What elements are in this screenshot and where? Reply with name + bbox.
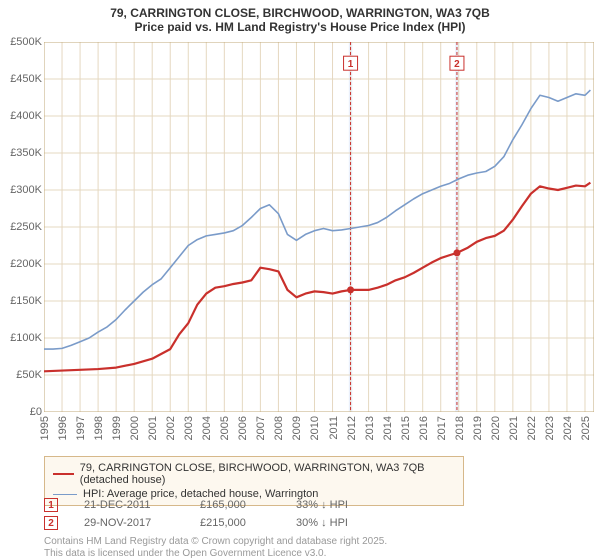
x-axis-label: 2014	[382, 416, 394, 440]
x-axis-label: 1996	[57, 416, 69, 440]
x-axis-label: 2004	[201, 416, 213, 440]
x-axis-label: 2012	[346, 416, 358, 440]
x-axis-label: 2002	[165, 416, 177, 440]
y-axis-label: £450K	[2, 73, 42, 85]
title-block: 79, CARRINGTON CLOSE, BIRCHWOOD, WARRING…	[0, 0, 600, 38]
x-axis-label: 2018	[454, 416, 466, 440]
chart-container: 79, CARRINGTON CLOSE, BIRCHWOOD, WARRING…	[0, 0, 600, 560]
sale-hpi-diff: 30% ↓ HPI	[296, 517, 386, 529]
y-axis-label: £50K	[2, 369, 42, 381]
x-axis-label: 2009	[291, 416, 303, 440]
x-axis-label: 1997	[75, 416, 87, 440]
y-axis-label: £500K	[2, 36, 42, 48]
x-axis-label: 2011	[328, 416, 340, 440]
svg-text:1: 1	[348, 59, 354, 70]
y-axis-label: £0	[2, 406, 42, 418]
x-axis-label: 1998	[93, 416, 105, 440]
x-axis-label: 2023	[544, 416, 556, 440]
y-axis-label: £400K	[2, 110, 42, 122]
sale-hpi-diff: 33% ↓ HPI	[296, 499, 386, 511]
chart-area: 12 £0£50K£100K£150K£200K£250K£300K£350K£…	[44, 42, 594, 412]
sale-marker-box: 1	[44, 498, 58, 512]
x-axis-label: 2008	[273, 416, 285, 440]
legend-swatch	[53, 494, 77, 495]
x-axis-label: 2021	[508, 416, 520, 440]
line-chart: 12	[44, 42, 594, 412]
sale-marker-box: 2	[44, 516, 58, 530]
x-axis-label: 2016	[418, 416, 430, 440]
x-axis-label: 2017	[436, 416, 448, 440]
attribution-line-2: This data is licensed under the Open Gov…	[44, 548, 387, 560]
svg-text:2: 2	[454, 59, 460, 70]
sale-date: 29-NOV-2017	[84, 517, 174, 529]
x-axis-label: 2015	[400, 416, 412, 440]
x-axis-label: 2000	[129, 416, 141, 440]
sale-row: 1 21-DEC-2011 £165,000 33% ↓ HPI	[44, 496, 386, 514]
x-axis-label: 2013	[364, 416, 376, 440]
legend-swatch	[53, 473, 74, 475]
title-main: 79, CARRINGTON CLOSE, BIRCHWOOD, WARRING…	[10, 6, 590, 20]
y-axis-label: £100K	[2, 332, 42, 344]
y-axis-label: £150K	[2, 295, 42, 307]
sale-row: 2 29-NOV-2017 £215,000 30% ↓ HPI	[44, 514, 386, 532]
legend-label: 79, CARRINGTON CLOSE, BIRCHWOOD, WARRING…	[80, 462, 455, 486]
attribution: Contains HM Land Registry data © Crown c…	[44, 536, 387, 560]
x-axis-label: 2001	[147, 416, 159, 440]
sale-price: £165,000	[200, 499, 270, 511]
sale-marker-table: 1 21-DEC-2011 £165,000 33% ↓ HPI 2 29-NOV-201…	[44, 496, 386, 532]
x-axis-label: 2020	[490, 416, 502, 440]
legend-item: 79, CARRINGTON CLOSE, BIRCHWOOD, WARRING…	[53, 461, 455, 487]
x-axis-label: 2010	[309, 416, 321, 440]
x-axis-label: 2006	[237, 416, 249, 440]
y-axis-label: £250K	[2, 221, 42, 233]
x-axis-label: 2007	[255, 416, 267, 440]
x-axis-label: 2019	[472, 416, 484, 440]
y-axis-label: £300K	[2, 184, 42, 196]
x-axis-label: 1995	[39, 416, 51, 440]
x-axis-label: 2022	[526, 416, 538, 440]
sale-price: £215,000	[200, 517, 270, 529]
y-axis-label: £350K	[2, 147, 42, 159]
attribution-line-1: Contains HM Land Registry data © Crown c…	[44, 536, 387, 548]
x-axis-label: 2025	[580, 416, 592, 440]
title-sub: Price paid vs. HM Land Registry's House …	[10, 20, 590, 34]
y-axis-label: £200K	[2, 258, 42, 270]
sale-date: 21-DEC-2011	[84, 499, 174, 511]
x-axis-label: 2024	[562, 416, 574, 440]
x-axis-label: 2005	[219, 416, 231, 440]
x-axis-label: 2003	[183, 416, 195, 440]
x-axis-label: 1999	[111, 416, 123, 440]
